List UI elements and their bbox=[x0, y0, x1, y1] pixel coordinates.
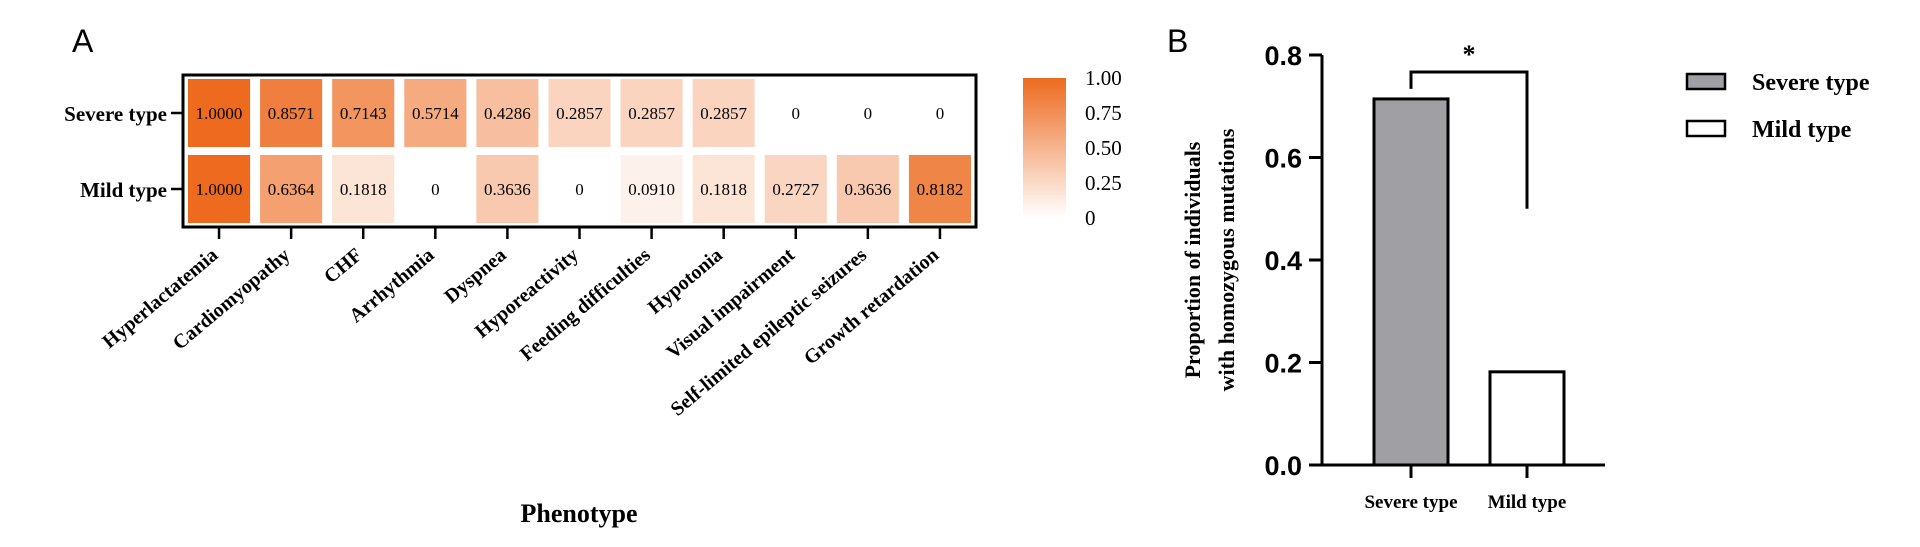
column-label: Visual impairment bbox=[662, 244, 799, 364]
panel-letter-a: A bbox=[72, 23, 94, 59]
y-tick-label: 0.0 bbox=[1264, 451, 1302, 481]
colorbar-tick-label: 0 bbox=[1085, 206, 1096, 230]
significance-bracket bbox=[1409, 70, 1529, 209]
cell-value-label: 0 bbox=[792, 104, 801, 123]
x-axis-title: Phenotype bbox=[521, 499, 638, 528]
heatmap-cell bbox=[548, 155, 611, 223]
colorbar-tick-label: 0.75 bbox=[1085, 101, 1122, 125]
colorbar-tick-label: 0.25 bbox=[1085, 171, 1122, 195]
y-tick-label: 0.8 bbox=[1264, 41, 1302, 71]
y-tick-label: 0.4 bbox=[1264, 246, 1302, 276]
x-category-label: Mild type bbox=[1488, 492, 1567, 513]
heatmap-cell bbox=[476, 155, 539, 223]
heatmap-cell bbox=[908, 155, 971, 223]
row-label: Mild type bbox=[80, 178, 167, 202]
legend-label: Severe type bbox=[1752, 70, 1870, 96]
bar bbox=[1488, 370, 1566, 467]
panel-letter-b: B bbox=[1167, 23, 1188, 59]
cell-value-label: 0 bbox=[936, 104, 945, 123]
legend: Severe type Mild type bbox=[1685, 70, 1870, 143]
cell-value-label: 0.2727 bbox=[772, 180, 819, 199]
colorbar-tick-label: 1.00 bbox=[1085, 66, 1122, 90]
cell-value-label: 0.3636 bbox=[844, 180, 891, 199]
cell-value-label: 0.2857 bbox=[556, 104, 603, 123]
legend-swatch bbox=[1685, 119, 1727, 138]
cell-value-label: 0 bbox=[864, 104, 873, 123]
column-label: Dyspnea bbox=[440, 244, 510, 308]
heatmap-cell bbox=[260, 155, 323, 223]
row-label: Severe type bbox=[64, 102, 167, 126]
cell-value-label: 0.3636 bbox=[484, 180, 531, 199]
heatmap-cell bbox=[836, 155, 899, 223]
heatmap-panel: A1.0000 0.8571 0.7143 0.5714 0.4286 0.2857 0.2… bbox=[64, 23, 1122, 528]
heatmap-cell bbox=[620, 155, 683, 223]
cell-value-label: 1.0000 bbox=[196, 104, 243, 123]
heatmap-cell bbox=[476, 79, 539, 147]
cell-value-label: 0.4286 bbox=[484, 104, 531, 123]
colorbar-tick-label: 0.50 bbox=[1085, 136, 1122, 160]
cell-value-label: 0.1818 bbox=[340, 180, 387, 199]
heatmap-cell bbox=[692, 155, 755, 223]
cell-value-label: 0.1818 bbox=[700, 180, 747, 199]
significance-marker: * bbox=[1463, 40, 1476, 69]
y-tick-label: 0.2 bbox=[1264, 349, 1302, 379]
cell-value-label: 0.5714 bbox=[412, 104, 459, 123]
heatmap-cell bbox=[836, 79, 899, 147]
heatmap-cell bbox=[764, 155, 827, 223]
x-category-label: Severe type bbox=[1364, 492, 1457, 513]
cell-value-label: 1.0000 bbox=[196, 180, 243, 199]
legend-label: Mild type bbox=[1752, 117, 1852, 143]
cell-value-label: 0 bbox=[575, 180, 584, 199]
heatmap-cell bbox=[620, 79, 683, 147]
column-label: Growth retardation bbox=[800, 244, 943, 369]
cell-value-label: 0.8182 bbox=[917, 180, 964, 199]
cell-value-label: 0.2857 bbox=[700, 104, 747, 123]
cell-value-label: 0.7143 bbox=[340, 104, 387, 123]
column-label: CHF bbox=[320, 244, 366, 288]
y-axis-title-line: Proportion of individuals bbox=[1180, 141, 1205, 378]
cell-value-label: 0.6364 bbox=[268, 180, 315, 199]
heatmap-cell bbox=[332, 79, 395, 147]
bar-panel: B 0.0 0.2 0.4 0.6 0.8 Severe type Mild type * Pro… bbox=[1167, 23, 1870, 513]
cell-value-label: 0.2857 bbox=[628, 104, 675, 123]
cell-value-label: 0.0910 bbox=[628, 180, 675, 199]
heatmap-cell bbox=[332, 155, 395, 223]
y-tick-label: 0.6 bbox=[1264, 144, 1302, 174]
heatmap-cell bbox=[404, 155, 467, 223]
bar bbox=[1372, 97, 1450, 467]
cell-value-label: 0.8571 bbox=[268, 104, 315, 123]
legend-swatch bbox=[1685, 72, 1727, 91]
heatmap-cell bbox=[260, 79, 323, 147]
heatmap-cell bbox=[188, 79, 251, 147]
cell-value-label: 0 bbox=[431, 180, 440, 199]
y-axis-title: Proportion of individuals with homozygous… bbox=[1180, 128, 1239, 391]
y-axis-title-line: with homozygous mutations bbox=[1214, 128, 1239, 391]
heatmap-cell bbox=[908, 79, 971, 147]
heatmap-cell bbox=[692, 79, 755, 147]
colorbar bbox=[1023, 78, 1066, 218]
heatmap-cell bbox=[548, 79, 611, 147]
heatmap-cell bbox=[188, 155, 251, 223]
column-label: Feeding difficulties bbox=[516, 244, 655, 366]
heatmap-cell bbox=[404, 79, 467, 147]
heatmap-cell bbox=[764, 79, 827, 147]
